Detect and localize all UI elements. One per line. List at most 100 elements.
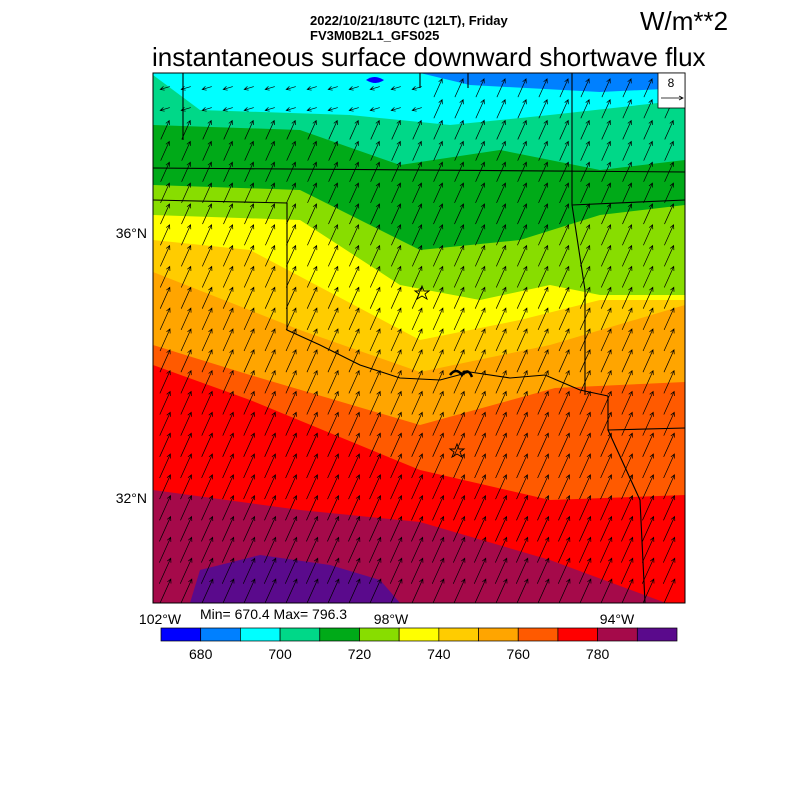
wind-arrow (369, 474, 381, 500)
wind-arrow (159, 515, 172, 542)
wind-arrow (621, 307, 633, 331)
wind-arrow (264, 432, 276, 457)
wind-arrow (662, 557, 676, 584)
wind-arrow (432, 286, 444, 309)
wind-arrow (411, 328, 423, 352)
wind-arrow (432, 411, 444, 436)
wind-arrow (433, 224, 444, 246)
wind-arrow (180, 107, 191, 112)
colorbar-swatch (240, 627, 281, 642)
wind-arrow (600, 265, 612, 288)
wind-arrow (243, 578, 256, 603)
wind-arrow (559, 203, 570, 225)
wind-arrow (390, 411, 402, 436)
wind-arrow (622, 78, 632, 98)
wind-arrow (285, 369, 297, 394)
wind-arrow (390, 86, 401, 91)
wind-arrow (663, 286, 675, 309)
wind-arrow (244, 182, 254, 204)
wind-arrow (621, 411, 633, 436)
wind-arrow (159, 453, 171, 479)
wind-arrow (369, 515, 382, 542)
reference-vector-box (657, 72, 686, 109)
wind-arrow (159, 536, 172, 563)
wind-arrow (286, 203, 297, 225)
wind-arrow (369, 494, 382, 521)
wind-arrow (454, 161, 464, 182)
wind-arrow (453, 536, 466, 563)
wind-arrow (537, 453, 549, 479)
wind-arrow (222, 369, 234, 394)
wind-arrow (495, 474, 507, 500)
wind-arrow (307, 119, 317, 140)
colorbar-label: 680 (189, 646, 213, 662)
wind-arrow (474, 390, 486, 415)
wind-arrow (664, 244, 675, 267)
wind-arrow (579, 286, 591, 309)
wind-arrow (390, 307, 402, 331)
field-band (366, 77, 384, 83)
wind-arrow (475, 119, 485, 140)
wind-arrow (517, 203, 528, 225)
lon-label: 94°W (600, 611, 635, 627)
wind-arrow (538, 224, 549, 246)
wind-arrow (495, 286, 507, 309)
wind-arrow (642, 453, 654, 479)
wind-arrow (453, 286, 465, 309)
wind-arrow (516, 307, 528, 331)
wind-arrow (580, 224, 591, 246)
wind-arrow (663, 369, 675, 394)
wind-arrow (517, 161, 527, 182)
wind-arrow (558, 307, 570, 331)
wind-arrow (642, 307, 654, 331)
wind-arrow (265, 119, 275, 140)
colorbar-swatch (398, 627, 440, 642)
wind-arrow (411, 474, 423, 500)
wind-arrow (327, 107, 338, 112)
wind-arrow (180, 328, 192, 352)
wind-arrow (432, 265, 444, 288)
wind-arrow (307, 244, 318, 267)
wind-arrow (538, 244, 549, 267)
wind-arrow (159, 328, 171, 352)
wind-arrow (328, 161, 338, 182)
wind-arrow (181, 203, 192, 225)
wind-arrow (474, 453, 486, 479)
wind-arrow (642, 369, 654, 394)
wind-arrow (181, 161, 191, 182)
wind-arrow (223, 119, 233, 140)
wind-arrow (641, 557, 655, 584)
colorbar-swatch (438, 627, 479, 642)
wind-arrow (243, 432, 255, 457)
wind-arrow (222, 578, 235, 603)
wind-arrow (600, 578, 613, 603)
wind-arrow (411, 411, 423, 436)
wind-arrow (537, 390, 549, 415)
wind-arrow (621, 349, 633, 373)
wind-arrow (327, 494, 340, 521)
wind-arrow (433, 99, 443, 119)
plot-title: instantaneous surface downward shortwave… (152, 42, 706, 72)
wind-arrow (601, 161, 611, 182)
wind-arrow (474, 265, 486, 288)
wind-arrow (579, 432, 591, 457)
wind-arrow (370, 182, 380, 204)
wind-arrow (306, 349, 318, 373)
wind-arrow (160, 161, 170, 182)
wind-arrow (621, 474, 633, 500)
wind-arrow (201, 328, 213, 352)
wind-arrow (537, 349, 549, 373)
wind-arrow (454, 119, 464, 140)
wind-arrow (328, 203, 339, 225)
wind-arrow (222, 494, 235, 521)
wind-arrow (579, 307, 591, 331)
wind-arrow (642, 578, 655, 603)
wind-arrow (369, 265, 381, 288)
wind-arrow (327, 265, 339, 288)
wind-arrow (517, 244, 528, 267)
wind-arrow (285, 390, 297, 415)
wind-arrow (370, 140, 380, 161)
wind-arrow (202, 182, 212, 204)
